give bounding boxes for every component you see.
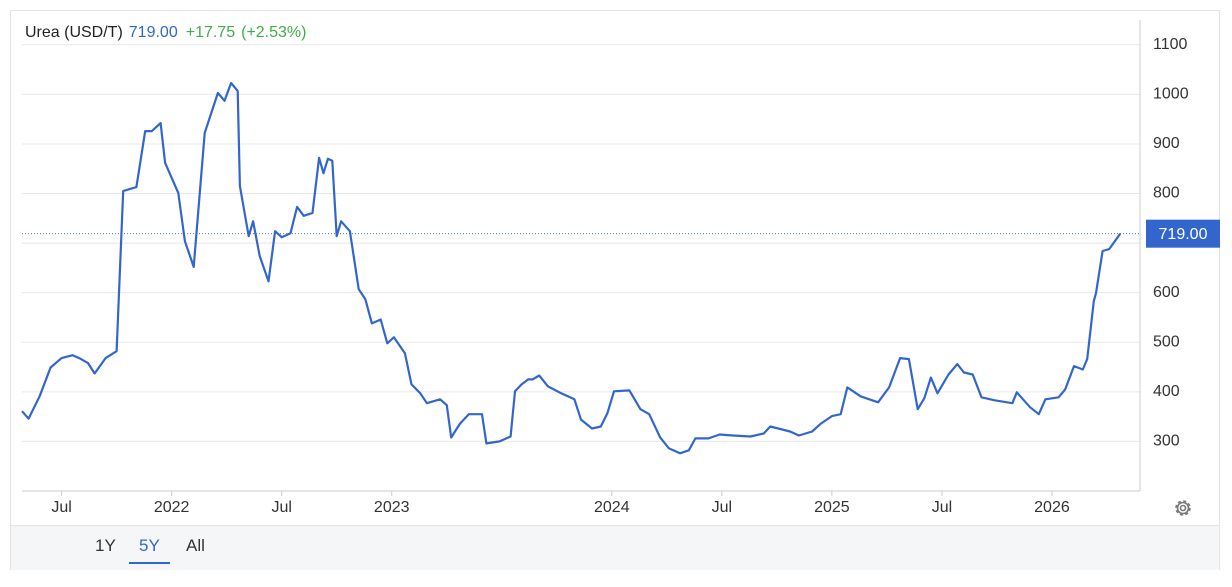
y-tick-label: 300 <box>1153 433 1180 450</box>
range-button[interactable]: All <box>186 536 205 555</box>
x-tick-label: Jul <box>51 499 71 516</box>
x-tick-label: Jul <box>932 499 952 516</box>
range-button[interactable]: 5Y <box>129 536 170 564</box>
change-pct: (+2.53%) <box>241 24 306 41</box>
x-tick-label: 2024 <box>594 499 630 516</box>
y-tick-label: 400 <box>1153 383 1180 400</box>
header: Urea (USD/T) 719.00 +17.75 (+2.53%) <box>25 24 306 41</box>
x-tick-label: Jul <box>271 499 291 516</box>
price: 719.00 <box>129 24 178 41</box>
x-tick-label: 2025 <box>814 499 850 516</box>
y-tick-label: 500 <box>1153 333 1180 350</box>
y-tick-label: 600 <box>1153 284 1180 301</box>
current-tag <box>1146 219 1220 248</box>
range-bar: 1Y 5Y All <box>11 525 1219 570</box>
y-tick-label: 1000 <box>1153 86 1189 103</box>
x-tick-label: 2023 <box>374 499 410 516</box>
price-line <box>21 81 1122 455</box>
y-tick-label: 900 <box>1153 135 1180 152</box>
y-tick-label: 1100 <box>1153 36 1188 53</box>
x-tick-label: 2022 <box>154 499 190 516</box>
settings-icon[interactable] <box>1175 500 1191 516</box>
instrument-name: Urea (USD/T) <box>25 24 123 41</box>
current-tag-label: 719.00 <box>1159 226 1208 243</box>
x-tick-label: Jul <box>712 499 732 516</box>
x-tick-label: 2026 <box>1034 499 1070 516</box>
range-button[interactable]: 1Y <box>95 536 116 555</box>
change: +17.75 <box>186 24 235 41</box>
y-tick-label: 800 <box>1153 185 1180 202</box>
